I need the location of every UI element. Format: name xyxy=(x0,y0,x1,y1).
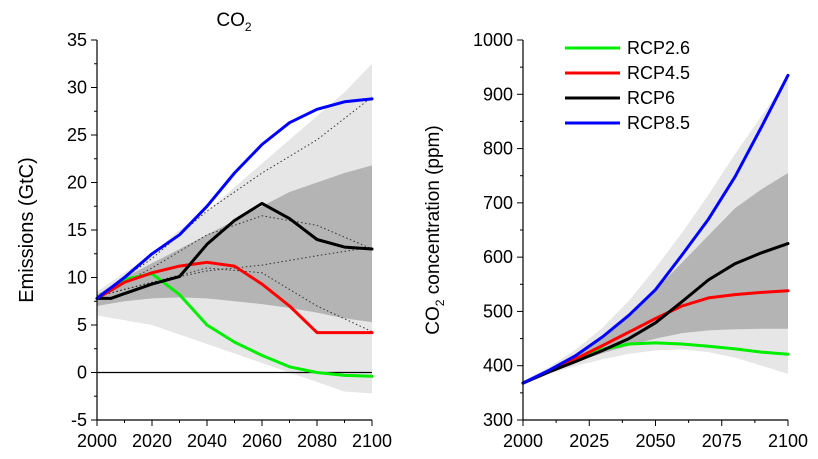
legend: RCP2.6 RCP4.5 RCP6 RCP8.5 xyxy=(565,38,690,133)
x-tick-label: 2025 xyxy=(569,431,609,451)
y-axis-label-right: CO2 concentration (ppm) xyxy=(423,125,447,334)
chart-panel-1: -5 0 5 10 15 20 25 30 35 2000 2020 2040 2060 2080 2100 xyxy=(67,30,392,451)
y-axis-label-left: Emissions (GtC) xyxy=(16,157,38,303)
legend-label: RCP6 xyxy=(627,88,675,108)
y-tick-label: 800 xyxy=(483,139,513,159)
chart-title-main: CO xyxy=(216,10,245,31)
x-tick-label: 2075 xyxy=(702,431,742,451)
x-tick-label: 2000 xyxy=(77,431,117,451)
x-tick-label: 2080 xyxy=(297,431,337,451)
y-tick-label: 600 xyxy=(483,247,513,267)
y-tick-label: 5 xyxy=(77,315,87,335)
x-tick-label: 2000 xyxy=(503,431,543,451)
y-tick-label: 30 xyxy=(67,78,87,98)
series-line-rcp6 xyxy=(95,201,374,300)
y-tick-label: 400 xyxy=(483,356,513,376)
range-band-inner-range xyxy=(523,173,788,384)
x-tick-label: 2020 xyxy=(132,431,172,451)
y-tick-label: 900 xyxy=(483,84,513,104)
y-tick-label: 300 xyxy=(483,410,513,430)
y-tick-label: 500 xyxy=(483,301,513,321)
reference-line-3 xyxy=(96,246,373,297)
x-tick-label: 2040 xyxy=(187,431,227,451)
y-tick-label: 10 xyxy=(67,268,87,288)
legend-label: RCP8.5 xyxy=(627,113,690,133)
x-tick-label: 2050 xyxy=(635,431,675,451)
x-tick-label: 2100 xyxy=(352,431,392,451)
y-tick-label: -5 xyxy=(71,410,87,430)
chart-panel-2: 300 400 500 600 700 800 900 1000 2000 2025 2050 207… xyxy=(473,30,808,451)
series-line-rcp4-5 xyxy=(95,260,374,335)
reference-line-4 xyxy=(96,267,373,333)
y-axis-label-right-part: CO xyxy=(423,306,444,335)
y-tick-label: 700 xyxy=(483,193,513,213)
x-tick-label: 2100 xyxy=(768,431,808,451)
y-tick-label: 25 xyxy=(67,125,87,145)
y-tick-label: 20 xyxy=(67,173,87,193)
y-tick-label: 1000 xyxy=(473,30,513,50)
y-tick-label: 0 xyxy=(77,363,87,383)
x-tick-label: 2060 xyxy=(242,431,282,451)
chart-title-subscript: 2 xyxy=(245,20,252,34)
series-line-rcp8-5 xyxy=(521,73,790,385)
legend-label: RCP2.6 xyxy=(627,38,690,58)
y-axis-label-right-part: concentration (ppm) xyxy=(423,125,444,299)
y-tick-label: 15 xyxy=(67,220,87,240)
series-line-rcp4-5 xyxy=(521,289,790,385)
legend-label: RCP4.5 xyxy=(627,63,690,83)
y-axis-label-right-part: 2 xyxy=(433,299,447,306)
chart-title: CO2 xyxy=(216,10,252,34)
series-line-rcp6 xyxy=(521,242,790,385)
y-tick-label: 35 xyxy=(67,30,87,50)
series-line-rcp8-5 xyxy=(95,97,374,300)
reference-line-1 xyxy=(96,96,373,297)
